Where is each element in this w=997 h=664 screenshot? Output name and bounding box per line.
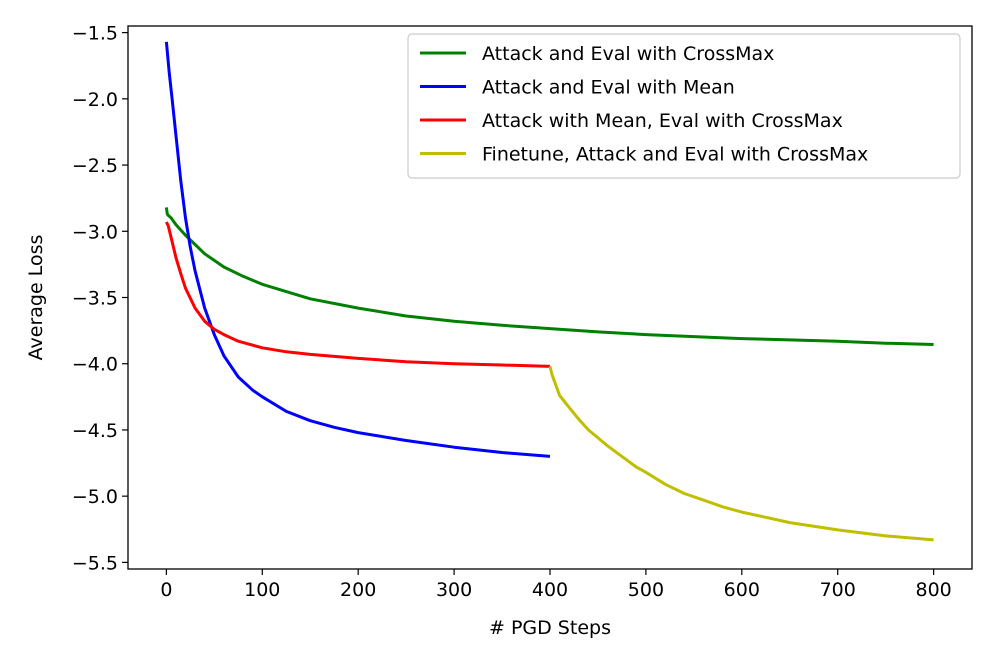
- x-tick-label: 200: [340, 579, 376, 601]
- legend-label: Attack and Eval with CrossMax: [482, 43, 774, 65]
- x-tick-label: 800: [916, 579, 952, 601]
- x-tick-label: 0: [160, 579, 172, 601]
- y-tick-label: −3.5: [72, 288, 118, 310]
- x-tick-label: 700: [820, 579, 856, 601]
- y-tick-label: −4.5: [72, 420, 118, 442]
- y-axis: −1.5 −2.0 −2.5 −3.0 −3.5 −4.0 −4.5 −5.0 −5.5: [72, 23, 128, 574]
- legend: Attack and Eval with CrossMax Attack and …: [407, 33, 961, 179]
- y-tick-label: −1.5: [72, 23, 118, 45]
- series-line-3: [165, 221, 551, 368]
- x-tick-label: 100: [244, 579, 280, 601]
- plot-lines: [164, 41, 934, 542]
- legend-label: Finetune, Attack and Eval with CrossMax: [482, 144, 868, 166]
- x-tick-label: 400: [532, 579, 568, 601]
- x-axis-label: # PGD Steps: [489, 617, 611, 639]
- y-tick-label: −2.0: [72, 89, 118, 111]
- y-tick-label: −5.0: [72, 486, 118, 508]
- legend-box: [407, 33, 961, 179]
- series-line-4: [548, 366, 934, 542]
- y-tick-label: −2.5: [72, 155, 118, 177]
- x-tick-label: 500: [628, 579, 664, 601]
- y-tick-label: −3.0: [72, 221, 118, 243]
- series-line-2: [164, 41, 551, 458]
- x-tick-label: 300: [436, 579, 472, 601]
- y-tick-label: −5.5: [72, 552, 118, 574]
- x-axis: 0 100 200 300 400 500 600 700 800: [160, 569, 952, 601]
- x-tick-label: 600: [724, 579, 760, 601]
- series-line-1: [164, 207, 934, 346]
- y-axis-label: Average Loss: [25, 235, 47, 361]
- legend-label: Attack with Mean, Eval with CrossMax: [482, 110, 843, 132]
- legend-label: Attack and Eval with Mean: [482, 77, 735, 99]
- y-tick-label: −4.0: [72, 354, 118, 376]
